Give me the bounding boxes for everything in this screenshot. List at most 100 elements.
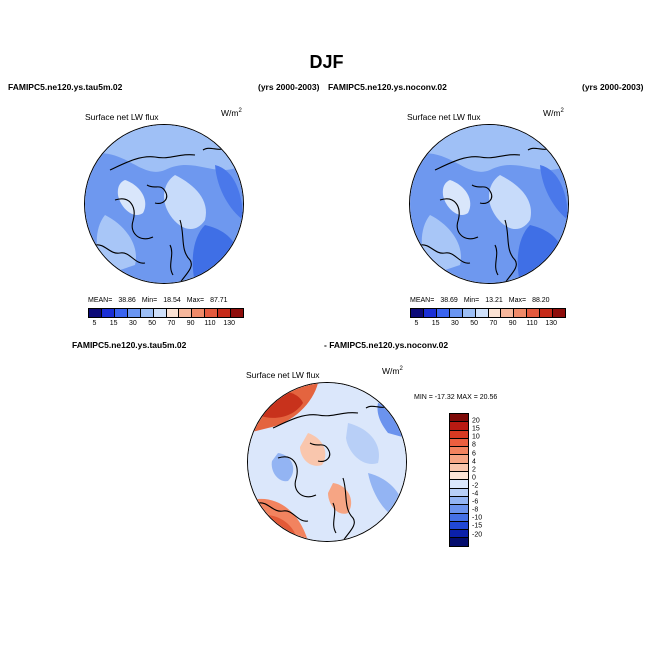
colorbar-swatch xyxy=(450,513,468,522)
colorbar-swatch xyxy=(423,309,437,317)
colorbar-tick-label: 5 xyxy=(414,320,419,327)
colorbar-tick-label: -4 xyxy=(472,490,479,498)
colorbar-tick-label: 8 xyxy=(472,441,476,449)
panel2-units: W/m2 xyxy=(543,108,564,118)
panel2-max-value: 88.20 xyxy=(532,297,550,304)
colorbar-swatch xyxy=(192,309,206,317)
panel2-min-value: 13.21 xyxy=(485,297,503,304)
panel1-years: (yrs 2000-2003) xyxy=(258,82,320,92)
colorbar-swatch xyxy=(140,309,154,317)
colorbar-swatch xyxy=(449,309,463,317)
colorbar-tick-label: 2 xyxy=(472,466,476,474)
figure-title: DJF xyxy=(309,52,344,72)
map-difference-polar xyxy=(247,382,407,542)
panel1-units: W/m2 xyxy=(221,108,242,118)
colorbar-tick-label: 90 xyxy=(186,320,195,327)
colorbar-swatch xyxy=(462,309,476,317)
colorbar-swatch xyxy=(179,309,193,317)
colorbar-swatch xyxy=(450,472,468,481)
colorbar-swatch xyxy=(114,309,128,317)
panel2-years: (yrs 2000-2003) xyxy=(582,82,644,92)
colorbar-tick-label: 70 xyxy=(167,320,176,327)
panel1-min-label: Min= xyxy=(141,297,158,304)
panel1-case-title: FAMIPC5.ne120.ys.tau5m.02 xyxy=(8,82,123,92)
colorbar-swatch xyxy=(450,447,468,456)
colorbar-swatch xyxy=(475,309,489,317)
panel1-max-value: 87.71 xyxy=(210,297,228,304)
panel2-max-label: Max= xyxy=(508,297,527,304)
colorbar-swatch xyxy=(411,309,424,317)
panel1-max-label: Max= xyxy=(186,297,205,304)
colorbar-swatch xyxy=(450,430,468,439)
colorbar-swatch xyxy=(218,309,232,317)
colorbar-swatch xyxy=(450,496,468,506)
colorbar-tick-label: 20 xyxy=(472,417,480,425)
panel1-colorbar xyxy=(88,308,244,318)
colorbar-swatch xyxy=(450,414,468,423)
colorbar-swatch xyxy=(450,480,468,489)
colorbar-swatch xyxy=(436,309,450,317)
colorbar-swatch xyxy=(450,505,468,514)
colorbar-swatch xyxy=(450,530,468,539)
colorbar-tick-label: -6 xyxy=(472,498,479,506)
diff-minmax: MIN = -17.32 MAX = 20.56 xyxy=(414,394,498,401)
panel1-min-value: 18.54 xyxy=(163,297,181,304)
panel1-mean-value: 38.86 xyxy=(118,297,136,304)
colorbar-swatch xyxy=(553,309,566,317)
colorbar-swatch xyxy=(205,309,219,317)
colorbar-tick-label: 6 xyxy=(472,450,476,457)
map-panel1-polar xyxy=(84,124,244,284)
colorbar-swatch xyxy=(450,422,468,431)
colorbar-swatch xyxy=(488,309,502,317)
diff-colorbar xyxy=(449,413,469,547)
panel2-case-title: FAMIPC5.ne120.ys.noconv.02 xyxy=(328,82,447,92)
colorbar-swatch xyxy=(101,309,115,317)
colorbar-tick-label: 4 xyxy=(472,458,476,466)
panel2-variable-label: Surface net LW flux xyxy=(407,112,481,122)
colorbar-tick-label: 70 xyxy=(489,320,498,327)
colorbar-swatch xyxy=(450,488,468,497)
colorbar-swatch xyxy=(450,538,468,546)
colorbar-tick-label: -8 xyxy=(472,506,479,514)
colorbar-tick-label: 5 xyxy=(92,320,97,327)
colorbar-swatch xyxy=(514,309,528,317)
colorbar-swatch xyxy=(527,309,541,317)
colorbar-swatch xyxy=(127,309,141,317)
colorbar-swatch xyxy=(231,309,244,317)
diff-units: W/m2 xyxy=(382,366,403,376)
colorbar-tick-label: 130 xyxy=(545,320,557,327)
colorbar-tick-label: 15 xyxy=(431,320,440,327)
colorbar-tick-label: 0 xyxy=(472,474,476,482)
colorbar-swatch xyxy=(166,309,180,317)
colorbar-tick-label: 30 xyxy=(451,320,459,327)
colorbar-swatch xyxy=(153,309,167,317)
colorbar-tick-label: 130 xyxy=(223,320,235,327)
colorbar-tick-label: 90 xyxy=(508,320,517,327)
colorbar-swatch xyxy=(501,309,515,317)
colorbar-tick-label: 110 xyxy=(204,320,216,327)
panel1-variable-label: Surface net LW flux xyxy=(85,112,159,122)
colorbar-tick-label: 30 xyxy=(129,320,137,327)
panel1-mean-label: MEAN= xyxy=(88,297,113,304)
colorbar-tick-label: 50 xyxy=(148,320,157,327)
colorbar-swatch xyxy=(89,309,102,317)
colorbar-swatch xyxy=(450,521,468,531)
diff-case-b: - FAMIPC5.ne120.ys.noconv.02 xyxy=(324,340,449,350)
panel2-stats: MEAN= 38.69 Min= 13.21 Max= 88.20 xyxy=(410,297,550,304)
panel2-colorbar xyxy=(410,308,566,318)
colorbar-tick-label: 110 xyxy=(526,320,538,327)
panel1-stats: MEAN= 38.86 Min= 18.54 Max= 87.71 xyxy=(88,297,228,304)
diff-colorbar-labels: 20 15 10 8 6 4 2 0 -2 -4 -6 -8 -10 -15 -20 xyxy=(472,413,502,543)
colorbar-tick-label: 10 xyxy=(472,433,480,441)
colorbar-tick-label: -2 xyxy=(472,482,479,490)
colorbar-tick-label: 50 xyxy=(470,320,479,327)
colorbar-tick-label: -20 xyxy=(472,531,483,538)
panel2-min-label: Min= xyxy=(463,297,480,304)
panel2-mean-label: MEAN= xyxy=(410,297,435,304)
colorbar-tick-label: -10 xyxy=(472,514,483,522)
panel2-mean-value: 38.69 xyxy=(440,297,458,304)
colorbar-swatch xyxy=(540,309,554,317)
panel1-colorbar-labels: 5 15 30 50 70 90 110 130 xyxy=(88,320,242,330)
colorbar-swatch xyxy=(450,438,468,448)
colorbar-tick-label: 15 xyxy=(109,320,118,327)
